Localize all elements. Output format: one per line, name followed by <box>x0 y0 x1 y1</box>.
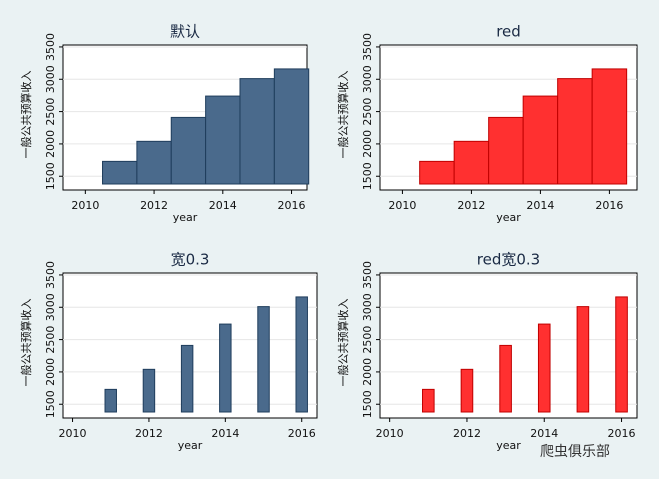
y-tick-label: 2500 <box>44 326 57 354</box>
y-tick-label: 3500 <box>361 33 374 61</box>
x-axis-label: year <box>178 439 203 452</box>
bar <box>170 116 207 185</box>
bar <box>537 323 551 413</box>
bar <box>273 68 310 185</box>
bar <box>460 368 474 413</box>
y-tick-label: 3500 <box>44 261 57 289</box>
x-tick-label: 2012 <box>140 199 168 212</box>
y-tick-label: 2000 <box>44 130 57 158</box>
x-tick-label: 2016 <box>288 427 316 440</box>
bar <box>205 95 241 185</box>
bar <box>576 306 590 413</box>
bar <box>499 344 512 413</box>
x-tick-label: 2010 <box>388 199 416 212</box>
x-tick-label: 2010 <box>376 427 404 440</box>
y-tick-label: 2000 <box>361 130 374 158</box>
y-tick-label: 1500 <box>44 390 57 418</box>
bar <box>136 140 172 185</box>
x-axis-label: year <box>496 439 521 452</box>
chart-title: 宽0.3 <box>171 251 210 269</box>
x-tick-label: 2012 <box>453 427 481 440</box>
bar <box>453 140 490 185</box>
y-tick-label: 2500 <box>44 98 57 126</box>
y-tick-label: 2500 <box>361 98 374 126</box>
y-axis-label: 一般公共预算收入 <box>336 299 350 387</box>
x-tick-label: 2016 <box>278 199 306 212</box>
y-tick-label: 1500 <box>361 390 374 418</box>
y-tick-label: 3000 <box>361 293 374 321</box>
bar <box>591 68 628 185</box>
y-tick-label: 3000 <box>44 293 57 321</box>
x-tick-label: 2014 <box>526 199 554 212</box>
y-axis-label: 一般公共预算收入 <box>336 71 350 159</box>
bar <box>615 296 628 413</box>
y-axis-label: 一般公共预算收入 <box>19 71 33 159</box>
chart-title: red <box>496 23 521 41</box>
x-tick-label: 2012 <box>135 427 163 440</box>
bar <box>104 388 117 413</box>
y-tick-label: 3500 <box>361 261 374 289</box>
x-tick-label: 2014 <box>530 427 558 440</box>
y-tick-label: 2500 <box>361 326 374 354</box>
x-axis-label: year <box>496 211 521 224</box>
bar <box>239 78 275 185</box>
bar <box>180 344 194 413</box>
x-tick-label: 2016 <box>608 427 636 440</box>
chart-title: red宽0.3 <box>477 251 540 269</box>
bar <box>419 160 455 185</box>
bar <box>219 323 232 413</box>
x-tick-label: 2014 <box>209 199 237 212</box>
y-tick-label: 3000 <box>361 65 374 93</box>
x-tick-label: 2012 <box>457 199 485 212</box>
x-tick-label: 2016 <box>595 199 623 212</box>
bar <box>142 368 156 413</box>
y-tick-label: 3500 <box>44 33 57 61</box>
y-tick-label: 2000 <box>44 358 57 386</box>
x-tick-label: 2014 <box>211 427 239 440</box>
y-tick-label: 2000 <box>361 358 374 386</box>
y-tick-label: 3000 <box>44 65 57 93</box>
y-tick-label: 1500 <box>44 162 57 190</box>
bar <box>102 160 138 185</box>
bar <box>557 78 593 185</box>
bar <box>422 388 435 413</box>
x-tick-label: 2010 <box>59 427 87 440</box>
bar <box>488 116 524 185</box>
y-tick-label: 1500 <box>361 162 374 190</box>
y-axis-label: 一般公共预算收入 <box>19 299 33 387</box>
bar <box>257 306 270 413</box>
chart-title: 默认 <box>170 23 200 41</box>
bar <box>522 95 559 185</box>
x-axis-label: year <box>173 211 198 224</box>
watermark: 爬虫俱乐部 <box>540 444 610 460</box>
x-tick-label: 2010 <box>71 199 99 212</box>
bar <box>295 296 308 413</box>
